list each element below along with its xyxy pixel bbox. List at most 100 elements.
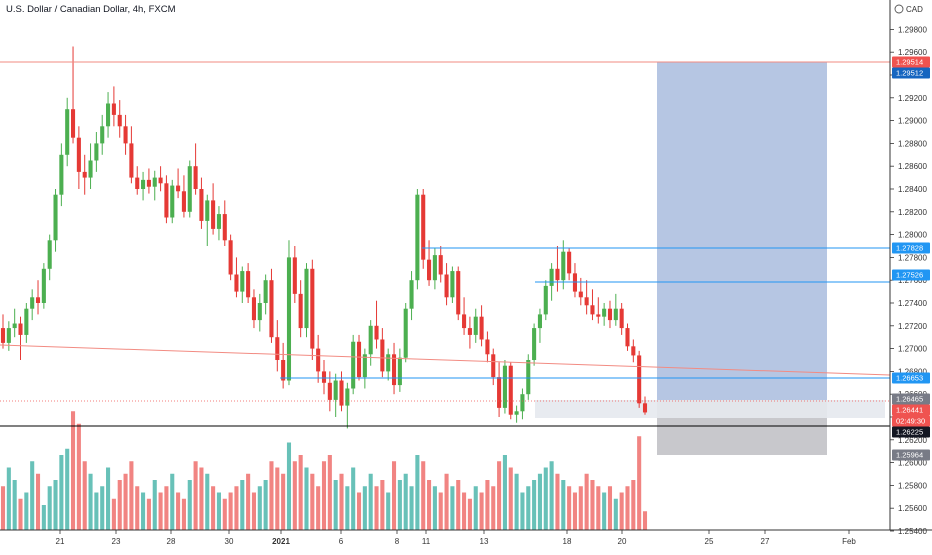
price-tag-label: 1.26653 xyxy=(896,374,923,383)
candle-body xyxy=(269,280,274,338)
volume-bar xyxy=(281,473,286,530)
volume-bar xyxy=(642,511,648,530)
candle-body xyxy=(631,346,636,356)
volume-bar xyxy=(380,480,385,530)
volume-bar xyxy=(432,486,437,530)
volume-bar xyxy=(497,461,502,530)
volume-bar xyxy=(473,486,478,530)
volume-bar xyxy=(228,492,233,530)
volume-bar xyxy=(216,492,221,530)
price-tag-stop xyxy=(892,449,930,461)
volume-bar xyxy=(187,480,192,530)
candle-body xyxy=(462,314,467,329)
price-tick-label: 1.28200 xyxy=(898,208,927,217)
price-tick-label: 1.28400 xyxy=(898,185,927,194)
candle-body xyxy=(321,371,327,383)
candle-body xyxy=(94,143,99,161)
volume-bar xyxy=(286,442,292,530)
candle-body xyxy=(129,143,134,178)
volume-bar xyxy=(374,486,379,530)
candle-body xyxy=(613,308,618,321)
volume-bar xyxy=(345,486,350,530)
price-tick-label: 1.28600 xyxy=(898,162,927,171)
candle-body xyxy=(485,339,490,355)
candle-body xyxy=(263,280,268,303)
price-tick-label: 1.27600 xyxy=(898,276,927,285)
volume-bar xyxy=(30,461,35,530)
price-tag-blue-line xyxy=(892,242,930,254)
volume-bar xyxy=(246,473,251,530)
volume-bar xyxy=(596,486,601,530)
price-tick-label: 1.29000 xyxy=(898,117,927,126)
candle-body xyxy=(590,305,595,315)
candle-body xyxy=(88,160,93,178)
volume-bar xyxy=(222,498,227,530)
candle-body xyxy=(158,177,163,184)
candle-body xyxy=(234,274,239,292)
volume-bar xyxy=(602,492,607,530)
volume-bar xyxy=(234,486,239,530)
currency-label: CAD xyxy=(906,5,923,14)
candle-body xyxy=(286,257,292,381)
time-tick-label: 13 xyxy=(480,537,489,546)
price-tick-label: 1.29200 xyxy=(898,94,927,103)
volume-bar xyxy=(625,486,630,530)
volume-bar xyxy=(211,486,216,530)
candle-body xyxy=(543,285,548,315)
volume-bar xyxy=(479,492,484,530)
price-tick-label: 1.28800 xyxy=(898,139,927,148)
price-tick-label: 1.26200 xyxy=(898,436,927,445)
price-tick-label: 1.29600 xyxy=(898,48,927,57)
price-tag-red-line xyxy=(892,56,930,68)
volume-bar xyxy=(351,467,356,530)
candle-body xyxy=(292,257,297,294)
volume-bar xyxy=(257,486,262,530)
candle-body xyxy=(409,280,414,309)
candle-body xyxy=(584,297,589,306)
volume-bar xyxy=(0,486,6,530)
volume-bar xyxy=(514,473,519,530)
price-tag-label: 1.26441 xyxy=(896,406,923,415)
time-tick-label: 6 xyxy=(339,537,344,546)
candle-body xyxy=(444,274,449,298)
candle-body xyxy=(82,171,87,178)
volume-bar xyxy=(94,492,99,530)
time-axis[interactable]: 21 23 28 30 2021 6 8 11 13 18 20 25 27 Feb xyxy=(56,530,857,546)
volume-bar xyxy=(170,473,175,530)
candle-body xyxy=(106,103,111,127)
time-tick-label: 23 xyxy=(112,537,121,546)
volume-bar xyxy=(199,467,204,530)
candle-body xyxy=(211,200,216,229)
candle-body xyxy=(216,214,221,229)
currency-badge[interactable]: CAD xyxy=(894,4,923,14)
volume-bar xyxy=(462,492,467,530)
red-trend-line[interactable] xyxy=(0,344,891,376)
candle-body xyxy=(368,325,373,355)
price-tag-label: 1.26465 xyxy=(896,395,923,404)
volume-bar xyxy=(321,461,327,530)
candle-body xyxy=(339,380,344,406)
price-tag-label: 02:49:30 xyxy=(896,417,925,426)
candle-body xyxy=(479,316,484,340)
candle-body xyxy=(281,359,286,381)
volume-bar xyxy=(333,480,338,530)
volume-bar xyxy=(135,486,140,530)
volume-bar xyxy=(561,480,566,530)
candle-body xyxy=(345,388,350,406)
volume-bar xyxy=(304,467,309,530)
candle-body xyxy=(76,137,81,172)
volume-bar xyxy=(88,473,93,530)
volume-bar xyxy=(59,455,64,530)
candle-body xyxy=(298,293,303,329)
candle-body xyxy=(578,291,583,298)
price-tick-label: 1.26800 xyxy=(898,367,927,376)
volume-bar xyxy=(310,473,315,530)
price-tag-blue-line xyxy=(892,372,930,384)
volume-bar xyxy=(637,436,642,530)
volume-bar xyxy=(567,486,572,530)
target-zone[interactable] xyxy=(657,62,827,400)
volume-bar xyxy=(193,461,198,530)
volume-bar xyxy=(502,455,507,530)
